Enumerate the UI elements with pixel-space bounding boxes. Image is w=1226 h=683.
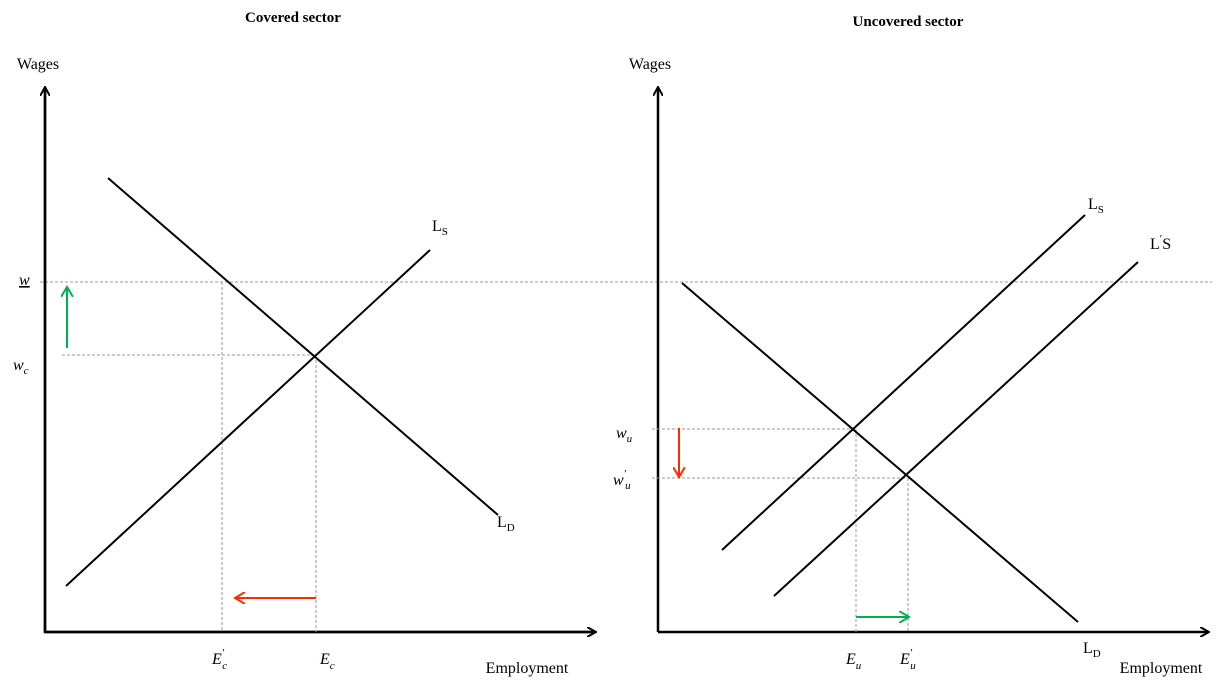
- ec-prime-label: E′ c: [211, 647, 227, 672]
- ec-label: Ec: [319, 651, 335, 672]
- panel-title: Covered sector: [245, 10, 341, 26]
- y-axis-label: Wages: [17, 56, 59, 73]
- supply-curve: [721, 214, 1086, 551]
- demand-curve: [107, 177, 499, 516]
- ld-label: LD: [1083, 640, 1101, 660]
- y-axis-label: Wages: [629, 56, 671, 73]
- wu-label: wu: [616, 425, 633, 445]
- ld-label: LD: [497, 514, 515, 534]
- ls-label: LS: [432, 218, 448, 238]
- x-axis-label: Employment: [1120, 660, 1203, 677]
- supply-curve-shifted: [773, 261, 1139, 597]
- supply-curve: [65, 249, 431, 587]
- ls-prime-label: L′S: [1150, 233, 1171, 253]
- uncovered-panel: Uncovered sector Wages Employment LS L′S…: [613, 14, 1208, 677]
- w-label: w: [19, 272, 30, 289]
- eu-prime-label: E′ u: [899, 647, 916, 672]
- covered-panel: Covered sector Wages Employment LS LD w …: [13, 10, 595, 677]
- panel-title: Uncovered sector: [853, 14, 964, 30]
- demand-curve: [681, 282, 1079, 623]
- ls-label: LS: [1088, 196, 1104, 216]
- x-axis-label: Employment: [486, 660, 569, 677]
- eu-label: Eu: [845, 651, 862, 672]
- wu-prime-label: w′u: [613, 468, 631, 492]
- wc-label: wc: [13, 357, 29, 377]
